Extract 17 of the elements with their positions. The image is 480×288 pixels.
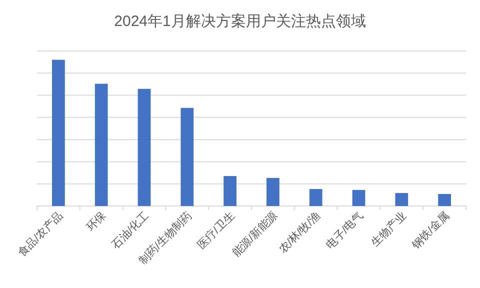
bar: [138, 88, 151, 206]
bar: [94, 84, 108, 206]
x-tick-label: 环保: [84, 210, 109, 234]
bar: [395, 192, 408, 206]
chart-title: 2024年1月解决方案用户关注热点领域: [114, 13, 366, 30]
bar: [438, 194, 451, 206]
bar: [309, 189, 322, 206]
x-tick-label: 农/林/牧/渔: [276, 208, 324, 256]
x-tick-label: 钢铁/金属: [409, 210, 452, 252]
bar: [180, 108, 194, 206]
bar: [52, 60, 65, 206]
x-tick-label: 食品/农产品: [15, 208, 66, 260]
x-tick-label: 电子/电气: [323, 208, 366, 252]
bar: [266, 178, 280, 206]
x-tick-label: 生物产业: [368, 208, 409, 250]
bar: [352, 190, 366, 206]
bar: [224, 176, 236, 206]
